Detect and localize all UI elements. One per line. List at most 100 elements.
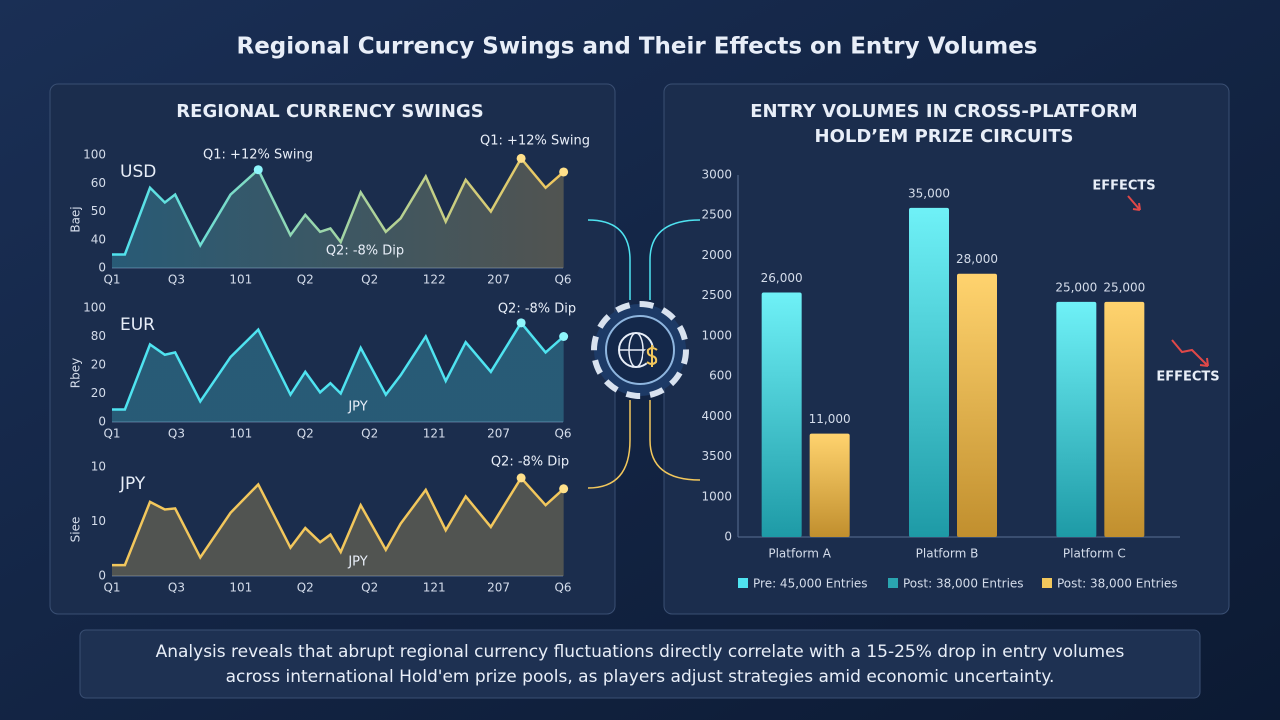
bar <box>1056 301 1097 537</box>
x-tick-label: Q2 <box>361 273 378 287</box>
x-tick-label: Q2 <box>297 427 314 441</box>
y-tick-label: 2500 <box>701 208 732 222</box>
highlight-dot <box>559 332 569 341</box>
x-tick-label: Q1 <box>103 581 120 595</box>
connector <box>649 400 701 481</box>
value-label: 28,000 <box>956 252 998 266</box>
footer-text: Analysis reveals that abrupt regional cu… <box>156 642 1125 662</box>
annotation: Q2: -8% Dip <box>491 455 569 470</box>
y-tick-label: 2500 <box>701 288 732 302</box>
chip-icon <box>591 301 689 399</box>
y-tick-label: 0 <box>724 530 732 544</box>
y-tick-label: 1000 <box>701 489 732 503</box>
bar <box>1104 301 1145 537</box>
arrow <box>1127 195 1141 211</box>
y-tick-label: 20 <box>91 358 106 372</box>
x-tick-label: 207 <box>487 273 510 287</box>
y-tick-label: 0 <box>98 569 106 583</box>
x-tick-label: Q6 <box>554 427 571 441</box>
y-tick-label: 10 <box>91 514 106 528</box>
y-tick-label: 0 <box>98 261 106 275</box>
legend-swatch <box>738 578 748 588</box>
connectors <box>587 219 701 489</box>
highlight-dot <box>516 473 526 483</box>
x-tick-label: 122 <box>423 273 446 287</box>
annotation: JPY <box>347 400 367 415</box>
y-tick-label: 50 <box>91 204 106 218</box>
legend-label: Post: 38,000 Entries <box>1057 577 1178 591</box>
connector <box>649 219 701 300</box>
y-tick-label: 60 <box>91 176 106 190</box>
highlight-dot <box>516 153 526 163</box>
area <box>112 477 564 576</box>
connector <box>587 219 631 300</box>
value-label: 11,000 <box>809 412 851 426</box>
series-label: EUR <box>120 315 155 335</box>
dollar <box>646 345 658 367</box>
value-label: 26,000 <box>761 271 803 285</box>
annotation: Q1: +12% Swing <box>203 148 313 163</box>
bar <box>957 273 997 537</box>
y-tick-label: 100 <box>83 148 106 162</box>
y-tick-label: 20 <box>91 386 106 400</box>
line <box>112 156 565 256</box>
x-tick-label: Q3 <box>168 273 185 287</box>
footer-box <box>79 629 1201 699</box>
annotation: EFFECTS <box>1156 370 1219 385</box>
y-tick-label: 4000 <box>701 409 732 423</box>
arrow <box>1171 339 1209 367</box>
x-tick-label: 121 <box>423 581 446 595</box>
x-tick-label: 101 <box>229 273 252 287</box>
y-tick-label: 2000 <box>701 248 732 262</box>
highlight-dot <box>516 318 526 328</box>
y-tick-label: 80 <box>91 329 106 343</box>
y-axis-label: Rbey <box>69 358 83 388</box>
footer-text: across international Hold'em prize pools… <box>226 667 1055 687</box>
highlight-dot <box>559 167 569 177</box>
y-tick-label: 600 <box>709 369 732 383</box>
y-axis-label: Baej <box>69 206 83 232</box>
annotation: Q2: -8% Dip <box>498 302 576 317</box>
x-tick-label: 207 <box>487 581 510 595</box>
y-tick-label: 100 <box>83 301 106 315</box>
annotation: EFFECTS <box>1092 179 1155 194</box>
right-panel-title: HOLD’EM PRIZE CIRCUITS <box>815 126 1074 147</box>
x-tick-label: Q1 <box>103 427 120 441</box>
legend-label: Pre: 45,000 Entries <box>753 577 868 591</box>
value-label: 25,000 <box>1103 280 1145 294</box>
area <box>112 158 564 268</box>
highlight-dot <box>253 165 263 175</box>
bar <box>809 433 850 537</box>
annotation: Q2: -8% Dip <box>326 244 404 259</box>
x-tick-label: Q3 <box>168 581 185 595</box>
legend-swatch <box>888 578 898 588</box>
x-tick-label: Platform B <box>916 547 979 561</box>
x-tick-label: Q2 <box>297 581 314 595</box>
legend-label: Post: 38,000 Entries <box>903 577 1024 591</box>
annotation: JPY <box>347 555 367 570</box>
bar <box>761 292 802 537</box>
x-tick-label: Q3 <box>168 427 185 441</box>
y-tick-label: 0 <box>98 415 106 429</box>
annotation: Q1: +12% Swing <box>480 134 590 149</box>
page-title: Regional Currency Swings and Their Effec… <box>236 34 1037 60</box>
x-tick-label: 121 <box>423 427 446 441</box>
x-tick-label: 101 <box>229 427 252 441</box>
series-label: USD <box>120 162 156 182</box>
left-panel-title: REGIONAL CURRENCY SWINGS <box>176 101 483 122</box>
x-tick-label: 207 <box>487 427 510 441</box>
right-panel-title: ENTRY VOLUMES IN CROSS-PLATFORM <box>750 101 1137 122</box>
x-tick-label: Q6 <box>554 581 571 595</box>
value-label: 25,000 <box>1055 280 1097 294</box>
connector <box>587 400 631 489</box>
x-tick-label: Platform A <box>768 547 831 561</box>
line <box>112 475 565 567</box>
legend-swatch <box>1042 578 1052 588</box>
series-label: JPY <box>119 474 146 494</box>
area <box>112 322 564 422</box>
highlight-dot <box>559 484 569 494</box>
x-tick-label: Q2 <box>297 273 314 287</box>
line <box>112 320 565 411</box>
bar <box>909 207 949 537</box>
